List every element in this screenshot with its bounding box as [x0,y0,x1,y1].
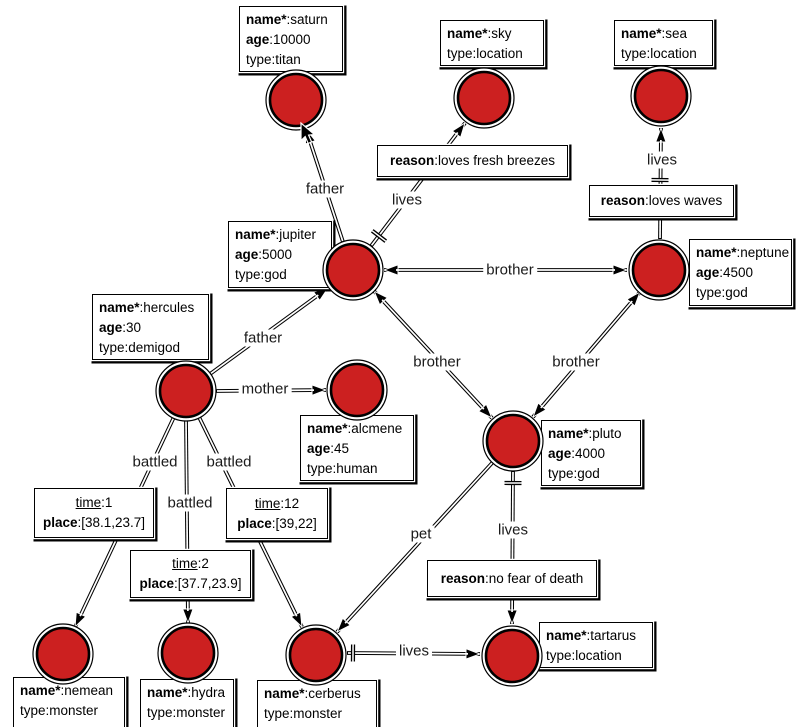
property-line: reason:no fear of death [440,570,584,586]
reason-neptune-sea-box: reason:loves waves [589,185,734,217]
property-line: name*:sky [447,26,512,41]
property-line: type:monster [20,703,99,718]
reason-jupiter-sky-box: reason:loves fresh breezes [377,145,568,177]
cerberus-properties-box: name*:cerberus type:monster [257,680,377,727]
edge-label-pet: pet [407,525,435,543]
property-line: type:titan [246,52,301,67]
edge-label-battled: battled [164,494,216,512]
property-line: place:[37.7,23.9] [139,576,242,591]
node-pluto[interactable] [482,410,544,472]
property-line: type:location [447,46,523,61]
property-line: name*:saturn [246,12,328,27]
battled-nemean-props-box: time:1 place:[38.1,23.7] [34,488,154,538]
property-line: type:god [235,267,287,282]
nemean-properties-box: name*:nemean type:monster [13,677,125,727]
property-line: age:4500 [696,265,754,280]
node-tartarus[interactable] [481,625,543,687]
property-line: reason:loves waves [600,193,723,208]
node-jupiter[interactable] [322,239,384,301]
edge-label-brother: brother [410,353,464,371]
node-hercules[interactable] [155,360,217,422]
neptune-properties-box: name*:neptune age:4500 type:god [689,239,792,306]
property-line: name*:neptune [696,245,790,260]
property-line: time:2 [172,556,209,571]
property-line: age:30 [99,320,142,335]
edge-label-lives: lives [643,151,681,169]
node-sky[interactable] [453,67,515,129]
battled-hydra-props-box: time:2 place:[37.7,23.9] [130,550,251,598]
property-line: name*:jupiter [235,227,317,242]
edge-label-mother: mother [238,380,292,398]
property-line: type:demigod [99,340,181,355]
property-line: type:god [696,285,748,300]
edge-pet-pluto-cerberus [335,460,495,634]
jupiter-properties-box: name*:jupiter age:5000 type:god [228,221,332,288]
edge-label-brother: brother [483,261,537,279]
edge-label-father: father [302,180,348,198]
node-nemean[interactable] [32,623,94,685]
hercules-properties-box: name*:hercules age:30 type:demigod [92,294,209,360]
property-line: time:1 [75,495,113,510]
property-line: type:location [621,46,697,61]
edge-label-lives: lives [494,521,532,539]
property-line: name*:pluto [548,426,622,441]
saturn-properties-box: name*:saturn age:10000 type:titan [239,6,343,72]
edge-label-battled: battled [203,453,255,471]
property-line: place:[38.1,23.7] [42,515,146,530]
sky-properties-box: name*:sky type:location [440,20,544,66]
node-neptune[interactable] [628,239,690,301]
node-hydra[interactable] [157,622,219,684]
property-line: age:10000 [246,32,311,47]
edge-label-brother: brother [549,353,603,371]
sea-properties-box: name*:sea type:location [614,20,713,66]
property-line: name*:hercules [99,300,195,315]
edge-label-lives: lives [395,642,433,660]
property-line: type:god [548,466,600,481]
property-line: age:4000 [548,446,606,461]
node-saturn[interactable] [265,69,327,131]
edge-label-lives: lives [388,191,426,209]
property-line: name*:hydra [147,685,226,700]
pluto-properties-box: name*:pluto age:4000 type:god [541,420,641,486]
property-line: name*:tartarus [546,628,637,643]
property-line: name*:cerberus [264,686,361,701]
property-line: place:[39,22] [237,515,317,531]
property-line: name*:nemean [20,683,114,698]
property-line: name*:alcmene [307,421,403,436]
property-line: reason:loves fresh breezes [389,153,556,168]
node-alcmene[interactable] [326,359,388,421]
property-line: type:location [546,648,622,663]
property-line: time:12 [254,495,300,511]
edge-label-father: father [240,329,286,347]
node-sea[interactable] [630,65,692,127]
node-cerberus[interactable] [285,624,347,686]
reason-pluto-tartarus-box: reason:no fear of death [427,560,597,597]
battled-cerberus-props-box: time:12 place:[39,22] [226,488,328,539]
property-line: age:45 [307,441,350,456]
edge-label-battled: battled [129,453,181,471]
property-line: type:monster [147,705,226,720]
property-line: type:human [307,461,378,476]
property-line: age:5000 [235,247,293,262]
alcmene-properties-box: name*:alcmene age:45 type:human [300,415,414,481]
property-line: type:monster [264,706,343,721]
property-line: name*:sea [621,26,688,41]
